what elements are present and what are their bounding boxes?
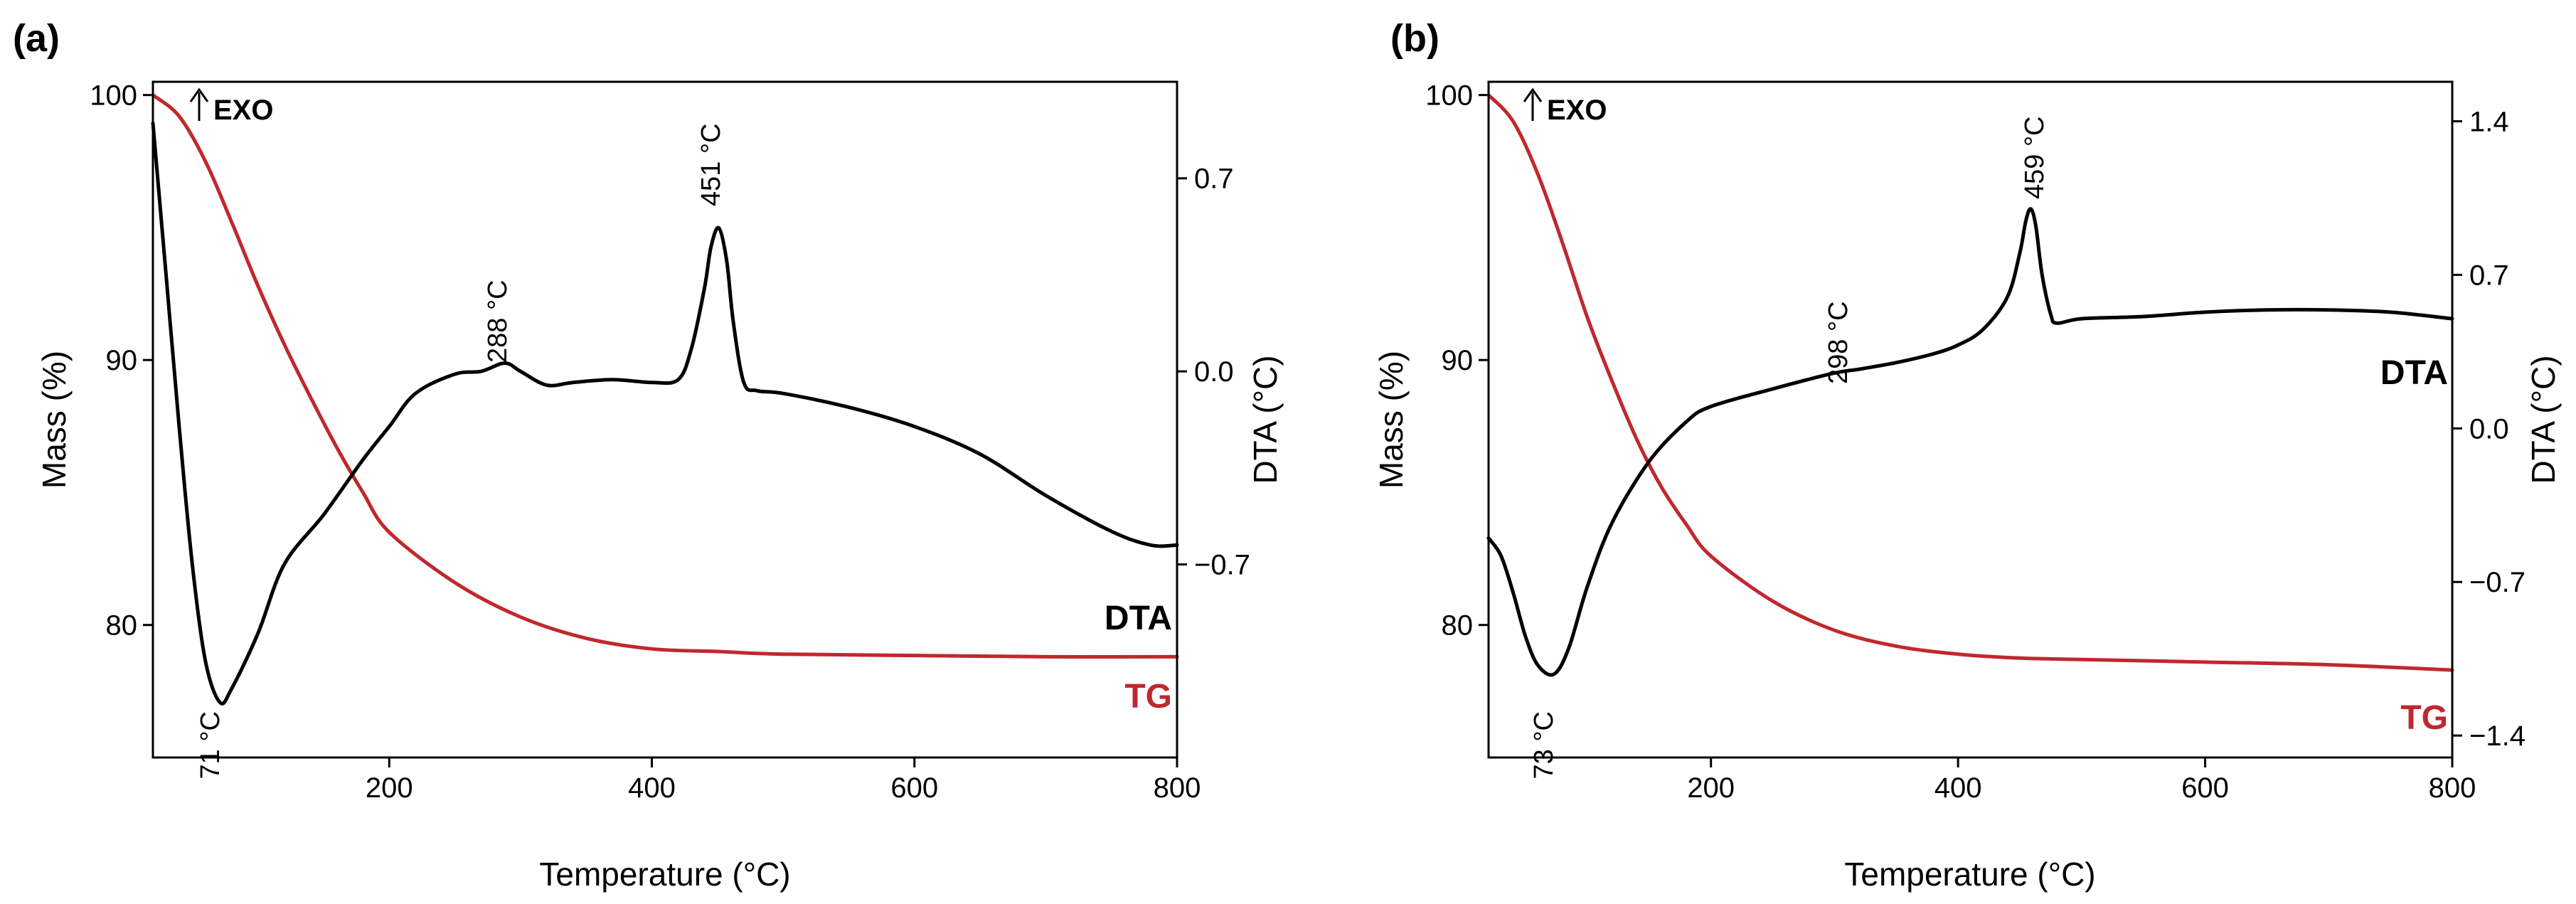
peak-annotation-3: 459 °C (2020, 116, 2050, 199)
tg-series-label: TG (1124, 678, 1172, 716)
x-axis-ticks: 200 400 600 800 (366, 757, 1201, 804)
y-left-tick-label: 80 (106, 610, 138, 642)
left-axis-ticks: 80 90 100 (1425, 80, 1489, 642)
panel-a: (a) 80 90 100 0.7 0.0 −0.7 200 400 600 800 Temp… (13, 17, 1284, 893)
y-right-tick-label: −0.7 (2469, 567, 2526, 598)
tg-series-label: TG (2400, 699, 2448, 737)
exo-indicator: EXO (1523, 87, 1607, 126)
exo-label: EXO (1547, 95, 1607, 126)
dta-series-label: DTA (1105, 600, 1172, 637)
y-right-tick-label: 0.7 (1194, 164, 1234, 195)
right-axis-ticks: 0.7 0.0 −0.7 (1177, 164, 1250, 581)
y-left-tick-label: 80 (1442, 610, 1474, 642)
dta-curve (151, 121, 1179, 706)
tg-curve (151, 93, 1179, 659)
up-arrowhead-icon (1523, 87, 1543, 102)
tg-curve (1486, 93, 2454, 672)
exo-label: EXO (213, 95, 273, 126)
y-left-tick-label: 90 (106, 345, 138, 376)
x-tick-label: 400 (1934, 772, 1982, 804)
peak-annotation-2: 288 °C (483, 280, 513, 363)
peak-annotation-2: 298 °C (1824, 301, 1853, 384)
right-axis-title: DTA (°C) (2525, 355, 2562, 484)
left-axis-ticks: 80 90 100 (90, 80, 153, 642)
x-tick-label: 200 (366, 772, 413, 804)
up-arrowhead-icon (189, 87, 209, 102)
panel-label: (b) (1390, 17, 1439, 60)
y-right-tick-label: −1.4 (2469, 720, 2526, 752)
y-right-tick-label: −0.7 (1194, 550, 1250, 581)
y-left-tick-label: 100 (90, 80, 137, 112)
x-tick-label: 800 (1154, 772, 1201, 804)
y-right-tick-label: 0.7 (2469, 260, 2509, 291)
x-tick-label: 600 (890, 772, 938, 804)
y-right-tick-label: 1.4 (2469, 107, 2509, 138)
left-axis-title: Mass (%) (1373, 351, 1410, 489)
dta-curve (1486, 207, 2454, 677)
x-tick-label: 800 (2429, 772, 2476, 804)
plot-frame (1487, 80, 2454, 759)
exo-indicator: EXO (189, 87, 273, 126)
y-right-tick-label: 0.0 (1194, 356, 1234, 388)
x-tick-label: 200 (1687, 772, 1735, 804)
peak-annotation-1: 71 °C (196, 711, 225, 779)
x-tick-label: 600 (2181, 772, 2229, 804)
y-left-tick-label: 90 (1442, 345, 1474, 376)
panel-label: (a) (13, 17, 60, 60)
right-axis-ticks: 1.4 0.7 0.0 −0.7 −1.4 (2452, 107, 2526, 752)
x-axis-title: Temperature (°C) (1844, 856, 2095, 893)
left-axis-title: Mass (%) (36, 351, 73, 489)
x-axis-ticks: 200 400 600 800 (1687, 757, 2476, 804)
panel-b: (b) 80 90 100 1.4 0.7 0.0 −0.7 −1.4 200 400 600 8… (1373, 17, 2562, 893)
right-axis-title: DTA (°C) (1247, 355, 1284, 484)
peak-annotation-3: 451 °C (696, 123, 726, 206)
y-left-tick-label: 100 (1425, 80, 1473, 112)
peak-annotation-1: 73 °C (1529, 711, 1559, 779)
y-right-tick-label: 0.0 (2469, 413, 2509, 445)
x-tick-label: 400 (628, 772, 676, 804)
dta-series-label: DTA (2380, 354, 2448, 392)
plot-frame (151, 80, 1178, 759)
x-axis-title: Temperature (°C) (539, 856, 790, 893)
